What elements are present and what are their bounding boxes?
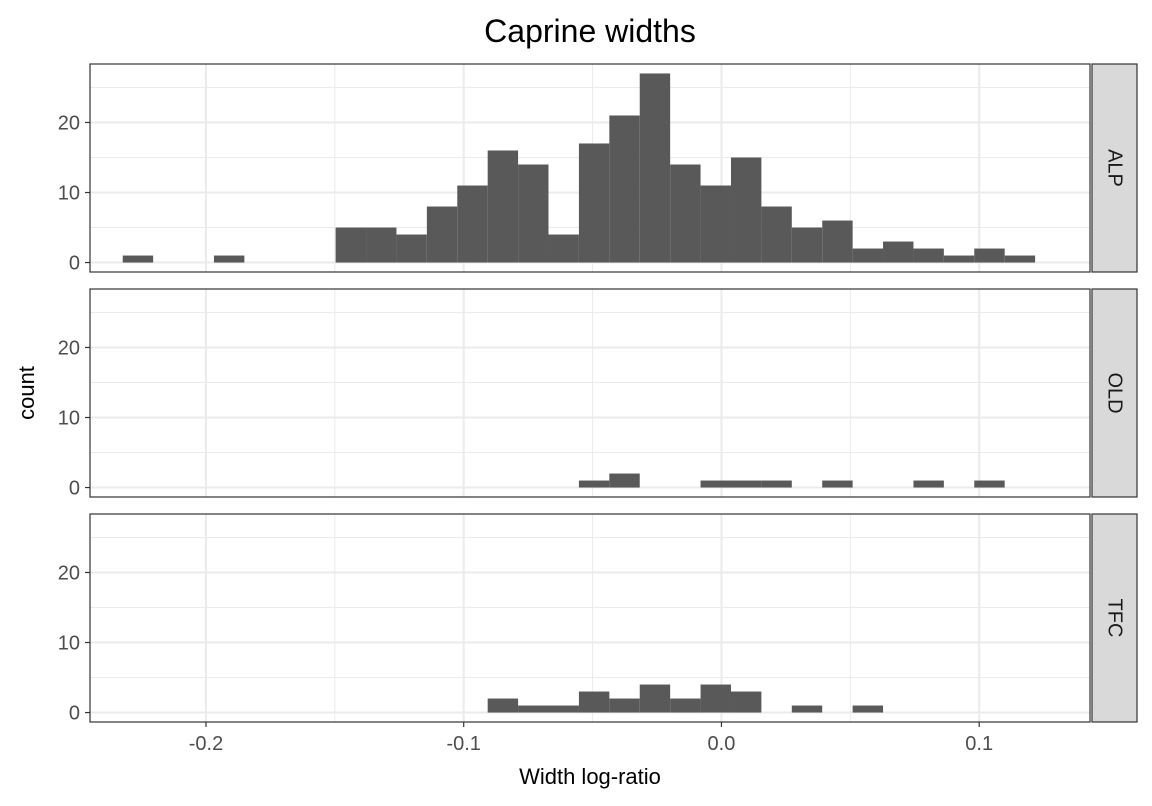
panel-border [89,288,1091,498]
histogram-bar [578,691,610,713]
histogram-bar [974,480,1005,488]
panel-border [89,63,1091,273]
histogram-bar [700,480,731,488]
y-tick-label: 10 [58,183,80,205]
panel-border [89,513,1091,723]
histogram-bar [670,698,701,713]
histogram-bar [913,480,944,488]
histogram-bar [791,705,823,713]
y-tick-label: 20 [58,337,80,359]
facet-strip-label: ALP [1104,149,1126,187]
histogram-bar [852,705,884,713]
histogram-bar [213,255,245,263]
y-axis-title: count [14,366,39,420]
facet-panels: 0 10 20 ALP 0 10 20 OLD 0 10 20 TFC [58,63,1138,725]
histogram-bar [761,206,792,263]
histogram-bar [883,241,914,263]
histogram-bar [639,684,671,713]
x-tick-label: -0.2 [189,733,223,755]
histogram-bar [366,227,397,263]
y-tick-label: 0 [69,478,80,500]
y-tick-label: 20 [58,562,80,584]
y-tick-label: 10 [58,633,80,655]
histogram-bar [730,480,762,488]
x-axis: -0.2 -0.1 0.0 0.1 [189,722,993,755]
chart-title: Caprine widths [484,13,696,49]
histogram-bar [122,255,154,263]
histogram-bar [335,227,367,263]
histogram-bar [974,248,1005,263]
histogram-bar [639,73,671,263]
histogram-bar [457,185,488,263]
histogram-bar [548,234,579,263]
histogram-bar [609,115,640,263]
y-tick-label: 20 [58,112,80,134]
histogram-bar [852,248,884,263]
histogram-bar [578,480,610,488]
histogram-bar [426,206,458,263]
y-tick-label: 0 [69,253,80,275]
y-tick-label: 0 [69,703,80,725]
histogram-bar [700,185,731,263]
histogram-bar [730,691,762,713]
x-tick-label: 0.0 [708,733,736,755]
panel-background [90,514,1090,722]
histogram-bar [578,143,610,263]
histogram-bar [487,150,519,263]
histogram-bar [609,698,640,713]
histogram-bar [670,164,701,263]
histogram-bar [761,480,792,488]
histogram-bar [822,220,853,263]
facet-strip-label: OLD [1104,372,1126,413]
facet-strip [1091,513,1138,723]
histogram-bar [396,234,427,263]
histogram-bar [730,157,762,263]
facet-panel-old: 0 10 20 OLD [58,288,1138,500]
facet-strip-label: TFC [1104,599,1126,638]
y-tick-label: 10 [58,408,80,430]
histogram-bar [943,255,975,263]
histogram-bar [791,227,823,263]
histogram-bar [1004,255,1036,263]
x-tick-label: -0.1 [446,733,480,755]
facet-strip [1091,288,1138,498]
x-tick-label: 0.1 [965,733,993,755]
histogram-bar [487,698,519,713]
facet-panel-tfc: 0 10 20 TFC [58,513,1138,725]
histogram-bar [913,248,944,263]
facet-strip [1091,63,1138,273]
histogram-bar [518,164,549,263]
histogram-bar [548,705,579,713]
panel-background [90,289,1090,497]
histogram-bar [609,473,640,488]
histogram-bar [700,684,731,713]
x-axis-title: Width log-ratio [519,764,661,789]
histogram-bar [518,705,549,713]
histogram-bar [822,480,853,488]
facet-panel-alp: 0 10 20 ALP [58,63,1138,275]
